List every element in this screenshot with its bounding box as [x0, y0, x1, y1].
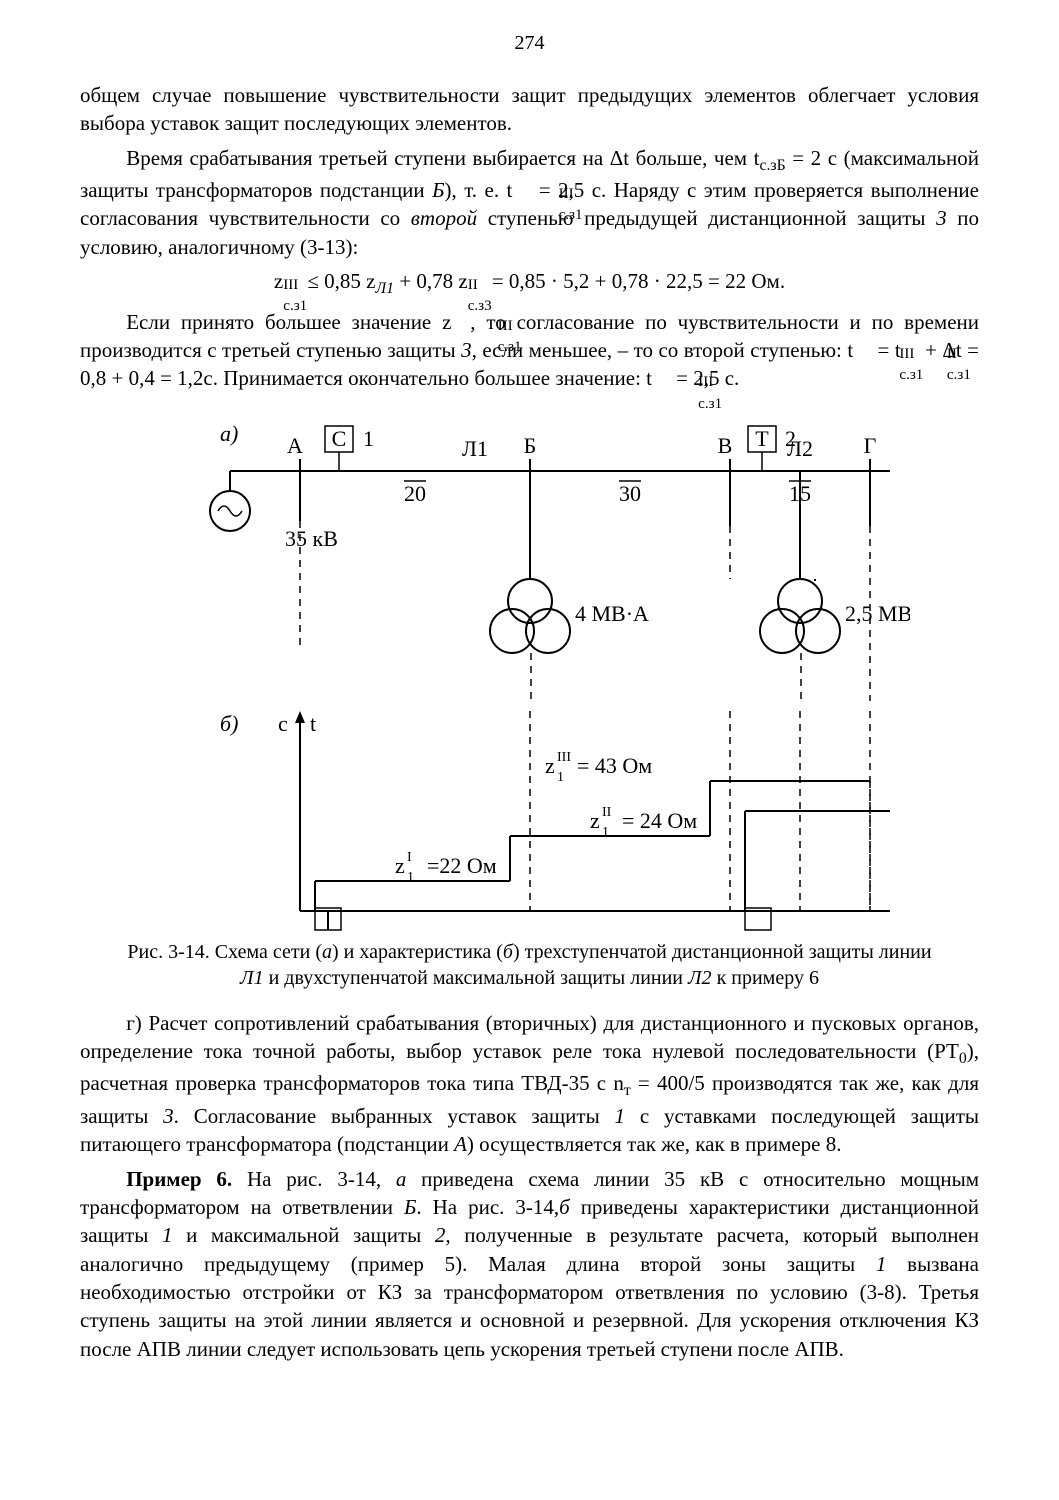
svg-text:II: II — [602, 805, 612, 820]
figure-caption: Рис. 3-14. Схема сети (а) и характеристи… — [120, 939, 939, 991]
paragraph-example-6: Пример 6. На рис. 3-14, а приведена схем… — [80, 1165, 979, 1363]
svg-text:1: 1 — [602, 825, 609, 840]
svg-text:z: z — [545, 753, 555, 778]
paragraph-g: г) Расчет сопротивлений срабатывания (вт… — [80, 1009, 979, 1159]
svg-text:III: III — [557, 750, 571, 765]
svg-text:2: 2 — [752, 926, 763, 931]
svg-text:Л1: Л1 — [462, 436, 488, 461]
svg-text:А: А — [287, 433, 303, 458]
svg-text:30: 30 — [619, 481, 641, 506]
svg-text:4 МВ·А: 4 МВ·А — [575, 601, 649, 626]
svg-text:=22 Ом: =22 Ом — [427, 853, 497, 878]
svg-text:z: z — [590, 808, 600, 833]
svg-text:= 24 Ом: = 24 Ом — [622, 808, 697, 833]
svg-text:Б: Б — [523, 433, 536, 458]
svg-text:35 кВ: 35 кВ — [285, 526, 338, 551]
paragraph-2: Время срабатывания третьей ступени выбир… — [80, 144, 979, 261]
page-number: 274 — [80, 30, 979, 57]
svg-text:1: 1 — [407, 870, 414, 885]
svg-text:а): а) — [220, 421, 238, 446]
svg-text:t: t — [310, 711, 316, 736]
svg-text:Г: Г — [863, 433, 876, 458]
paragraph-3: Если принято большее значение zIIIс.з1, … — [80, 308, 979, 393]
svg-text:2,5 МВ·А: 2,5 МВ·А — [845, 601, 910, 626]
svg-text:= 43 Ом: = 43 Ом — [577, 753, 652, 778]
svg-text:z: z — [395, 853, 405, 878]
svg-text:C: C — [331, 426, 346, 451]
formula-1: zIIIс.з1 ≤ 0,85 zЛ1 + 0,78 zIIс.з3 = 0,8… — [80, 267, 979, 299]
svg-text:1: 1 — [557, 770, 564, 785]
svg-text:1: 1 — [363, 426, 374, 451]
svg-text:б): б) — [220, 711, 238, 736]
svg-text:с: с — [278, 711, 288, 736]
svg-text:I: I — [407, 850, 412, 865]
svg-text:15: 15 — [789, 481, 811, 506]
svg-text:В: В — [717, 433, 732, 458]
svg-text:Л2: Л2 — [787, 436, 813, 461]
figure-3-14: а)АC135 кВБ4 МВ·АВT2Г2,5 МВ·АЛ12030Л215б… — [80, 411, 979, 931]
svg-text:T: T — [755, 426, 769, 451]
paragraph-intro: общем случае повышение чувствительности … — [80, 81, 979, 138]
svg-text:20: 20 — [404, 481, 426, 506]
